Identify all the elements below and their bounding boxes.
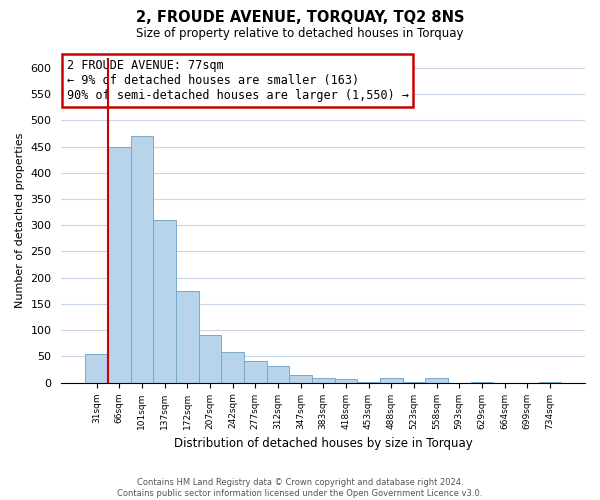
Bar (176, 291, 199, 382)
Bar (244, 360, 266, 382)
Text: Contains HM Land Registry data © Crown copyright and database right 2024.
Contai: Contains HM Land Registry data © Crown c… (118, 478, 482, 498)
Text: 2, FROUDE AVENUE, TORQUAY, TQ2 8NS: 2, FROUDE AVENUE, TORQUAY, TQ2 8NS (136, 10, 464, 25)
Bar (153, 220, 176, 382)
Bar (266, 366, 289, 382)
Bar (199, 336, 221, 382)
Bar (335, 379, 357, 382)
Bar (380, 378, 403, 382)
Bar (425, 378, 448, 382)
Bar (312, 378, 335, 382)
Bar (221, 352, 244, 382)
Bar (85, 354, 108, 382)
Text: Size of property relative to detached houses in Torquay: Size of property relative to detached ho… (136, 28, 464, 40)
Bar (131, 136, 153, 382)
X-axis label: Distribution of detached houses by size in Torquay: Distribution of detached houses by size … (174, 437, 473, 450)
Bar (108, 146, 131, 382)
Text: 2 FROUDE AVENUE: 77sqm
← 9% of detached houses are smaller (163)
90% of semi-det: 2 FROUDE AVENUE: 77sqm ← 9% of detached … (67, 59, 409, 102)
Y-axis label: Number of detached properties: Number of detached properties (15, 132, 25, 308)
Bar (289, 374, 312, 382)
